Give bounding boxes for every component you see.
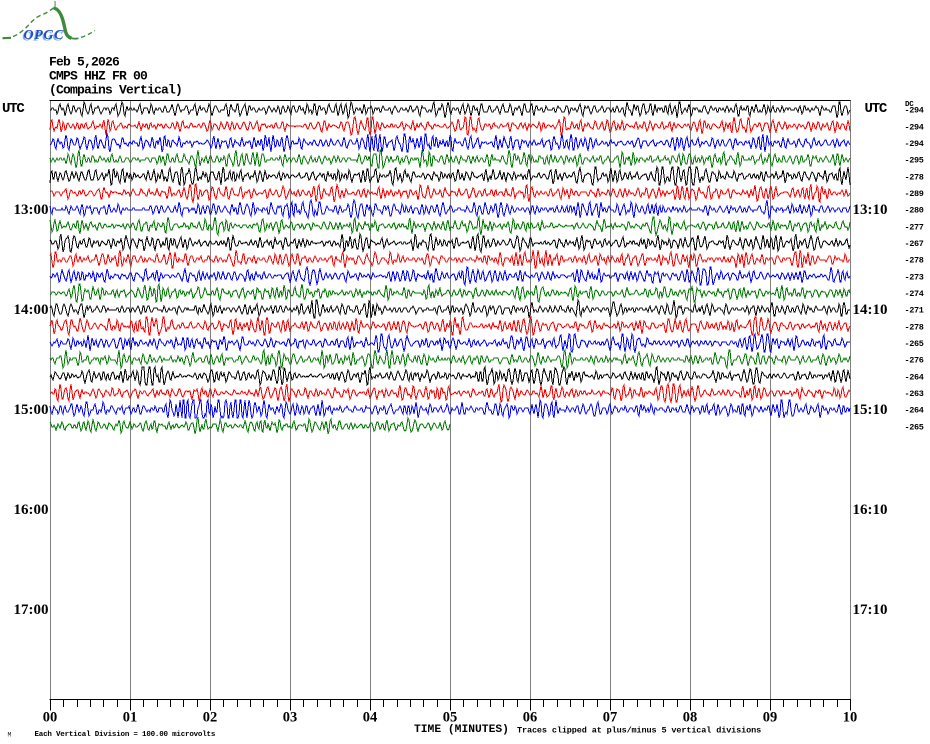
svg-text:-278: -278	[905, 322, 924, 332]
svg-text:-295: -295	[905, 156, 924, 166]
svg-text:17:00: 17:00	[14, 602, 49, 618]
svg-text:13:10: 13:10	[853, 202, 888, 218]
svg-text:01: 01	[123, 710, 138, 726]
svg-text:14:10: 14:10	[853, 302, 888, 318]
svg-text:Traces clipped at plus/minus 5: Traces clipped at plus/minus 5 vertical …	[517, 726, 761, 736]
svg-text:-289: -289	[905, 189, 924, 199]
svg-text:15:00: 15:00	[14, 402, 49, 418]
svg-text:-278: -278	[905, 172, 924, 182]
svg-text:10: 10	[843, 710, 858, 726]
svg-text:Each Vertical Division = 100.: Each Vertical Division = 100.00 microvol…	[35, 731, 216, 739]
svg-text:-280: -280	[905, 206, 924, 216]
svg-text:-264: -264	[905, 406, 924, 416]
svg-text:DC: DC	[905, 101, 914, 109]
svg-text:15:10: 15:10	[853, 402, 888, 418]
svg-text:-263: -263	[905, 389, 924, 399]
svg-text:-264: -264	[905, 372, 924, 382]
svg-text:14:00: 14:00	[14, 302, 49, 318]
svg-text:16:10: 16:10	[853, 502, 888, 518]
svg-text:OPGC: OPGC	[22, 29, 63, 44]
svg-text:04: 04	[363, 710, 378, 726]
svg-text:-276: -276	[905, 356, 924, 366]
svg-text:03: 03	[283, 710, 298, 726]
svg-text:CMPS HHZ FR 00: CMPS HHZ FR 00	[49, 69, 148, 84]
svg-text:02: 02	[203, 710, 218, 726]
svg-text:13:00: 13:00	[14, 202, 49, 218]
svg-text:-265: -265	[905, 339, 924, 349]
svg-text:-277: -277	[905, 222, 924, 232]
svg-text:07: 07	[603, 710, 618, 726]
svg-text:UTC: UTC	[2, 101, 25, 117]
svg-text:Feb 5,2026: Feb 5,2026	[49, 55, 120, 70]
svg-text:00: 00	[43, 710, 58, 726]
svg-text:16:00: 16:00	[14, 502, 49, 518]
svg-text:-274: -274	[905, 289, 924, 299]
svg-text:OPGC: OPGC	[24, 28, 65, 43]
svg-text:-294: -294	[905, 139, 924, 149]
svg-text:-294: -294	[905, 122, 924, 132]
svg-text:17:10: 17:10	[853, 602, 888, 618]
svg-text:M: M	[8, 731, 12, 738]
svg-text:08: 08	[683, 710, 698, 726]
svg-text:UTC: UTC	[865, 101, 888, 117]
svg-text:-278: -278	[905, 256, 924, 266]
svg-text:-265: -265	[905, 422, 924, 432]
svg-text:TIME (MINUTES): TIME (MINUTES)	[414, 724, 509, 736]
svg-text:(Compains Vertical): (Compains Vertical)	[49, 83, 182, 98]
svg-text:-267: -267	[905, 239, 924, 249]
svg-text:-273: -273	[905, 272, 924, 282]
svg-text:-294: -294	[905, 106, 924, 116]
svg-text:06: 06	[523, 710, 538, 726]
svg-text:05: 05	[443, 710, 458, 726]
svg-text:09: 09	[763, 710, 778, 726]
svg-text:-271: -271	[905, 306, 924, 316]
